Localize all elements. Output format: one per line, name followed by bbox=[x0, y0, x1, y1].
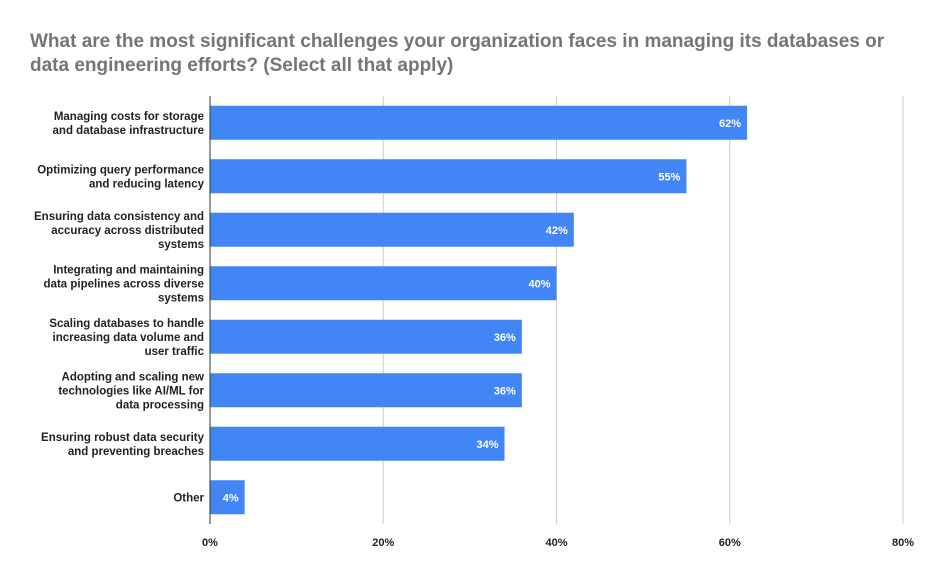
category-label: Adopting and scaling new technologies lik… bbox=[58, 371, 204, 411]
bar bbox=[210, 480, 245, 515]
category-label: Ensuring robust data security and prevent… bbox=[41, 432, 205, 458]
category-label-line: Managing costs for storage bbox=[54, 111, 204, 123]
data-label: 42% bbox=[546, 225, 568, 237]
category-label-line: increasing data volume and bbox=[53, 332, 204, 344]
category-label-line: data pipelines across diverse bbox=[44, 278, 204, 290]
bar bbox=[210, 105, 748, 140]
data-labels: 62% 55% 42% 40% 36% 36% 34% 4% bbox=[223, 118, 742, 505]
category-label: Integrating and maintaining data pipeline… bbox=[44, 264, 204, 304]
x-tick-label: 0% bbox=[202, 537, 218, 549]
category-label-line: accuracy across distributed bbox=[51, 225, 204, 237]
chart-title: What are the most significant challenges… bbox=[30, 31, 885, 76]
category-label-line: and database infrastructure bbox=[53, 125, 204, 137]
bar bbox=[210, 212, 574, 247]
category-label-line: systems bbox=[158, 239, 204, 251]
category-label-line: Integrating and maintaining bbox=[53, 264, 204, 276]
category-label-line: Ensuring data consistency and bbox=[34, 211, 204, 223]
data-label: 62% bbox=[719, 118, 741, 130]
data-label: 55% bbox=[658, 171, 680, 183]
x-tick-label: 80% bbox=[892, 537, 914, 549]
x-tick-label: 20% bbox=[372, 537, 394, 549]
category-label-line: Scaling databases to handle bbox=[49, 318, 204, 330]
category-label-line: and preventing breaches bbox=[68, 446, 204, 458]
category-label-line: technologies like AI/ML for bbox=[58, 385, 204, 397]
bars bbox=[210, 105, 748, 515]
data-label: 34% bbox=[476, 439, 498, 451]
x-tick-label: 40% bbox=[545, 537, 567, 549]
category-label-line: Adopting and scaling new bbox=[62, 371, 205, 383]
category-label: Scaling databases to handle increasing da… bbox=[49, 318, 204, 358]
data-label: 40% bbox=[528, 278, 550, 290]
data-label: 36% bbox=[494, 332, 516, 344]
tick-labels: 0% 20% 40% 60% 80% bbox=[202, 537, 914, 549]
category-label-line: user traffic bbox=[145, 346, 205, 358]
category-label: Other bbox=[173, 492, 204, 504]
bar bbox=[210, 426, 505, 461]
category-label-line: data processing bbox=[116, 399, 204, 411]
category-label-line: Other bbox=[173, 492, 204, 504]
x-tick-label: 60% bbox=[719, 537, 741, 549]
bar bbox=[210, 373, 522, 408]
data-label: 4% bbox=[223, 492, 239, 504]
bar bbox=[210, 266, 557, 301]
category-label: Managing costs for storage and database i… bbox=[53, 111, 204, 137]
category-label: Optimizing query performance and reducing… bbox=[37, 164, 204, 190]
category-label: Ensuring data consistency and accuracy ac… bbox=[34, 211, 204, 251]
category-label-line: Optimizing query performance bbox=[37, 164, 204, 176]
bar bbox=[210, 159, 687, 194]
category-label-line: systems bbox=[158, 292, 204, 304]
category-label-line: and reducing latency bbox=[89, 178, 205, 190]
data-label: 36% bbox=[494, 385, 516, 397]
category-labels: Managing costs for storage and database i… bbox=[34, 111, 205, 505]
category-label-line: Ensuring robust data security bbox=[41, 432, 205, 444]
bar bbox=[210, 319, 522, 354]
